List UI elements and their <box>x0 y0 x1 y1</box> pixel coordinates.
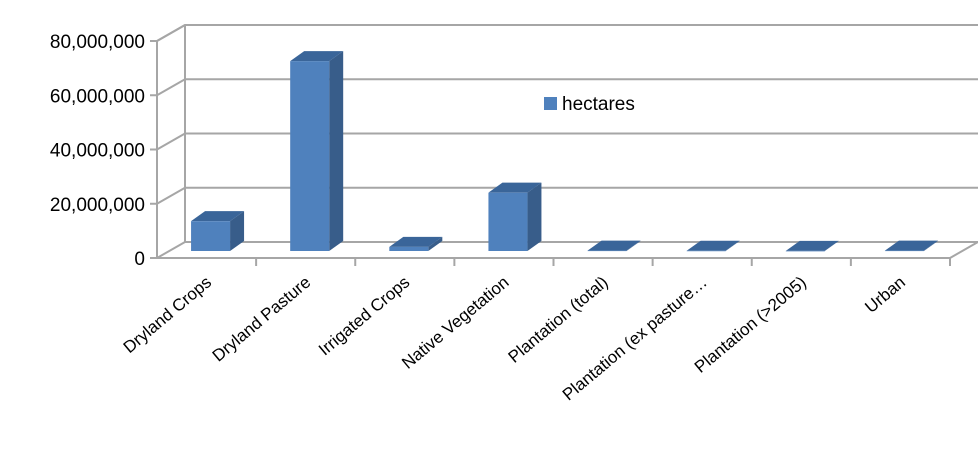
bar <box>587 240 641 252</box>
gridline <box>156 78 978 97</box>
y-tick-label: 0 <box>134 249 145 270</box>
bar-top <box>587 240 641 251</box>
y-tick-label: 60,000,000 <box>50 86 145 107</box>
bar-top <box>290 51 344 62</box>
bar-front <box>686 250 726 252</box>
bar <box>785 240 839 252</box>
bar-side <box>824 240 839 251</box>
bar-front <box>191 221 231 251</box>
bar-top <box>785 240 839 251</box>
bar-top <box>488 182 542 193</box>
x-tick-label: Dryland Pasture <box>209 273 315 366</box>
x-tick-label: Irrigated Crops <box>315 273 413 360</box>
bar-front <box>884 250 924 252</box>
legend: hectares <box>544 94 635 115</box>
bar-top <box>686 240 740 251</box>
y-tick-label: 20,000,000 <box>50 195 145 216</box>
x-tick-label: Plantation (total) <box>505 273 612 367</box>
bar-side <box>428 236 443 251</box>
bar-side <box>725 240 740 251</box>
legend-label-hectares: hectares <box>562 94 635 115</box>
bar-top <box>884 240 938 251</box>
bar-side <box>230 211 245 251</box>
bar-front <box>587 250 627 252</box>
bar-front <box>290 61 330 251</box>
bar <box>884 240 938 252</box>
gridline <box>156 132 978 151</box>
bar-front <box>488 192 528 251</box>
bars <box>191 51 938 252</box>
bar-side <box>527 182 542 251</box>
bar <box>488 182 542 251</box>
x-tick-label: Urban <box>861 273 909 317</box>
chart-walls <box>156 24 978 259</box>
bar-side <box>626 240 641 251</box>
gridline <box>156 241 978 259</box>
x-tick-label: Dryland Crops <box>120 273 215 357</box>
bar-top <box>191 211 245 222</box>
bar-top <box>389 236 443 247</box>
gridlines <box>150 24 978 266</box>
bar <box>686 240 740 252</box>
bar-side <box>329 51 344 251</box>
y-tick-label: 40,000,000 <box>50 141 145 162</box>
bar <box>290 51 344 251</box>
gridline <box>156 24 978 42</box>
legend-swatch-hectares <box>544 97 557 110</box>
floor-right-edge <box>949 241 978 259</box>
bar-front <box>389 246 429 251</box>
y-tick-label: 80,000,000 <box>50 32 145 53</box>
x-tick-label: Native Vegetation <box>398 273 512 373</box>
gridline <box>156 186 978 205</box>
bar <box>191 211 245 251</box>
y-axis-tick-labels: 0 20,000,000 40,000,000 60,000,000 80,000,00… <box>50 32 145 270</box>
bar-side <box>923 240 938 251</box>
bar-front <box>785 250 825 252</box>
bar <box>389 236 443 251</box>
